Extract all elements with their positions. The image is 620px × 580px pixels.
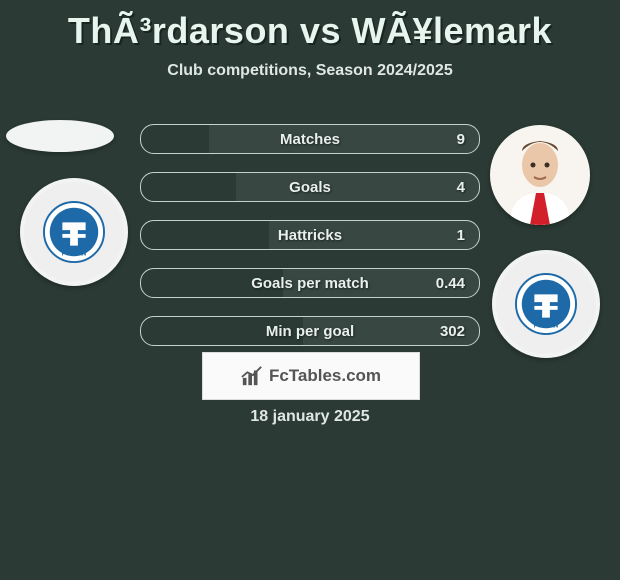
stat-value: 9 bbox=[457, 125, 465, 153]
stat-value: 1 bbox=[457, 221, 465, 249]
svg-text:KKS LECH: KKS LECH bbox=[531, 287, 561, 293]
stat-label: Min per goal bbox=[141, 317, 479, 345]
stat-value: 4 bbox=[457, 173, 465, 201]
stat-row-goals: Goals 4 bbox=[140, 172, 480, 202]
stat-value: 0.44 bbox=[436, 269, 465, 297]
lech-poznan-crest-icon: KKS LECH POZNAŃ bbox=[515, 273, 577, 335]
player1-club-crest: KKS LECH POZNAŃ bbox=[20, 178, 128, 286]
brand-text: FcTables.com bbox=[269, 366, 381, 386]
player2-avatar bbox=[490, 125, 590, 225]
svg-text:POZNAŃ: POZNAŃ bbox=[62, 249, 86, 257]
stat-row-hattricks: Hattricks 1 bbox=[140, 220, 480, 250]
page-title: ThÃ³rdarson vs WÃ¥lemark bbox=[0, 10, 620, 52]
stat-label: Hattricks bbox=[141, 221, 479, 249]
stat-label: Goals per match bbox=[141, 269, 479, 297]
page-subtitle: Club competitions, Season 2024/2025 bbox=[0, 62, 620, 80]
stat-row-min-per-goal: Min per goal 302 bbox=[140, 316, 480, 346]
svg-text:POZNAŃ: POZNAŃ bbox=[534, 321, 558, 329]
player1-avatar-placeholder bbox=[6, 120, 114, 152]
stat-label: Goals bbox=[141, 173, 479, 201]
stat-label: Matches bbox=[141, 125, 479, 153]
stat-value: 302 bbox=[440, 317, 465, 345]
infographic-date: 18 january 2025 bbox=[0, 408, 620, 426]
bar-chart-icon bbox=[241, 365, 263, 387]
stat-row-goals-per-match: Goals per match 0.44 bbox=[140, 268, 480, 298]
stat-row-matches: Matches 9 bbox=[140, 124, 480, 154]
player-bust-icon bbox=[500, 135, 580, 225]
stats-container: Matches 9 Goals 4 Hattricks 1 Goals per … bbox=[140, 124, 480, 364]
fctables-badge[interactable]: FcTables.com bbox=[202, 352, 420, 400]
comparison-infographic: ThÃ³rdarson vs WÃ¥lemark Club competitio… bbox=[0, 0, 620, 580]
lech-poznan-crest-icon: KKS LECH POZNAŃ bbox=[43, 201, 105, 263]
svg-text:KKS LECH: KKS LECH bbox=[59, 215, 89, 221]
player2-club-crest: KKS LECH POZNAŃ bbox=[492, 250, 600, 358]
